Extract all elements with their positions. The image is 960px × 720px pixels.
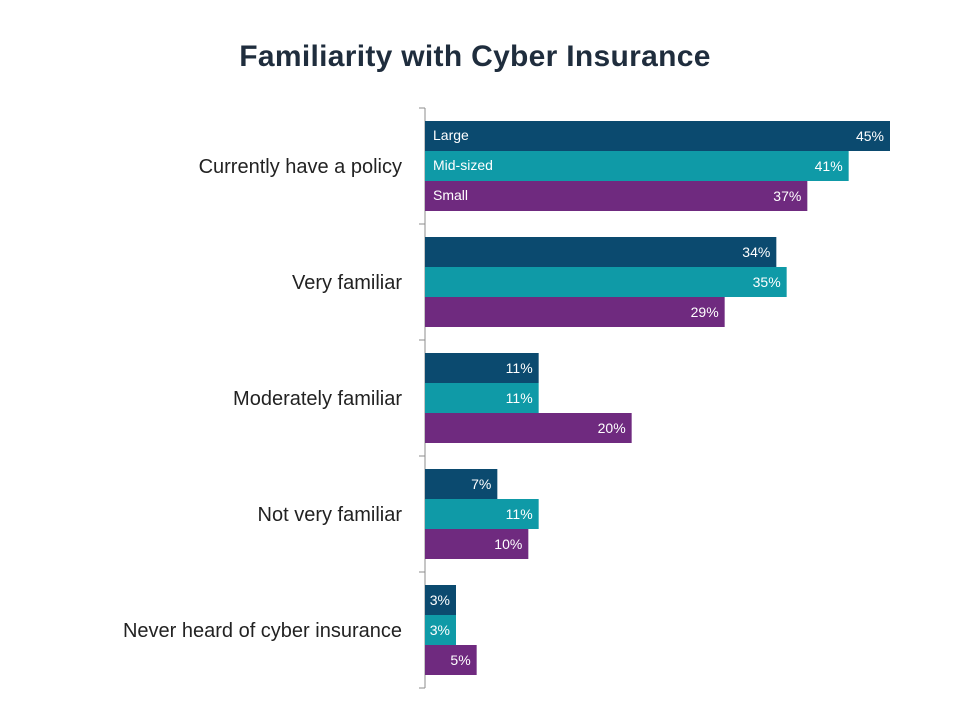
bar-small — [425, 529, 529, 559]
data-label: 3% — [430, 592, 450, 608]
bar-small — [425, 181, 808, 211]
bar-mid-sized — [425, 383, 539, 413]
bar-large — [425, 121, 890, 151]
bar-large — [425, 585, 456, 615]
data-label: 41% — [815, 158, 843, 174]
bar-small — [425, 413, 632, 443]
legend-label: Large — [433, 127, 469, 143]
bar-mid-sized — [425, 151, 849, 181]
data-label: 34% — [742, 244, 770, 260]
category-label: Very familiar — [292, 272, 402, 294]
category-label: Moderately familiar — [233, 388, 402, 410]
category-label: Not very familiar — [258, 504, 403, 526]
data-label: 10% — [494, 536, 522, 552]
bar-mid-sized — [425, 267, 787, 297]
data-label: 7% — [471, 476, 491, 492]
bar-small — [425, 297, 725, 327]
data-label: 3% — [430, 622, 450, 638]
bar-small — [425, 645, 477, 675]
legend-label: Mid-sized — [433, 157, 493, 173]
legend-label: Small — [433, 187, 468, 203]
bar-large — [425, 353, 539, 383]
data-label: 5% — [450, 652, 470, 668]
category-label: Never heard of cyber insurance — [123, 620, 402, 642]
data-label: 45% — [856, 128, 884, 144]
data-label: 11% — [506, 506, 533, 522]
bar-large — [425, 469, 498, 499]
category-label: Currently have a policy — [199, 156, 402, 178]
bar-large — [425, 237, 777, 267]
data-label: 11% — [506, 390, 533, 406]
chart-title: Familiarity with Cyber Insurance — [239, 40, 711, 73]
data-label: 29% — [691, 304, 719, 320]
bar-mid-sized — [425, 499, 539, 529]
data-label: 20% — [598, 420, 626, 436]
bar-mid-sized — [425, 615, 456, 645]
data-label: 11% — [506, 360, 533, 376]
data-label: 37% — [773, 188, 801, 204]
data-label: 35% — [753, 274, 781, 290]
